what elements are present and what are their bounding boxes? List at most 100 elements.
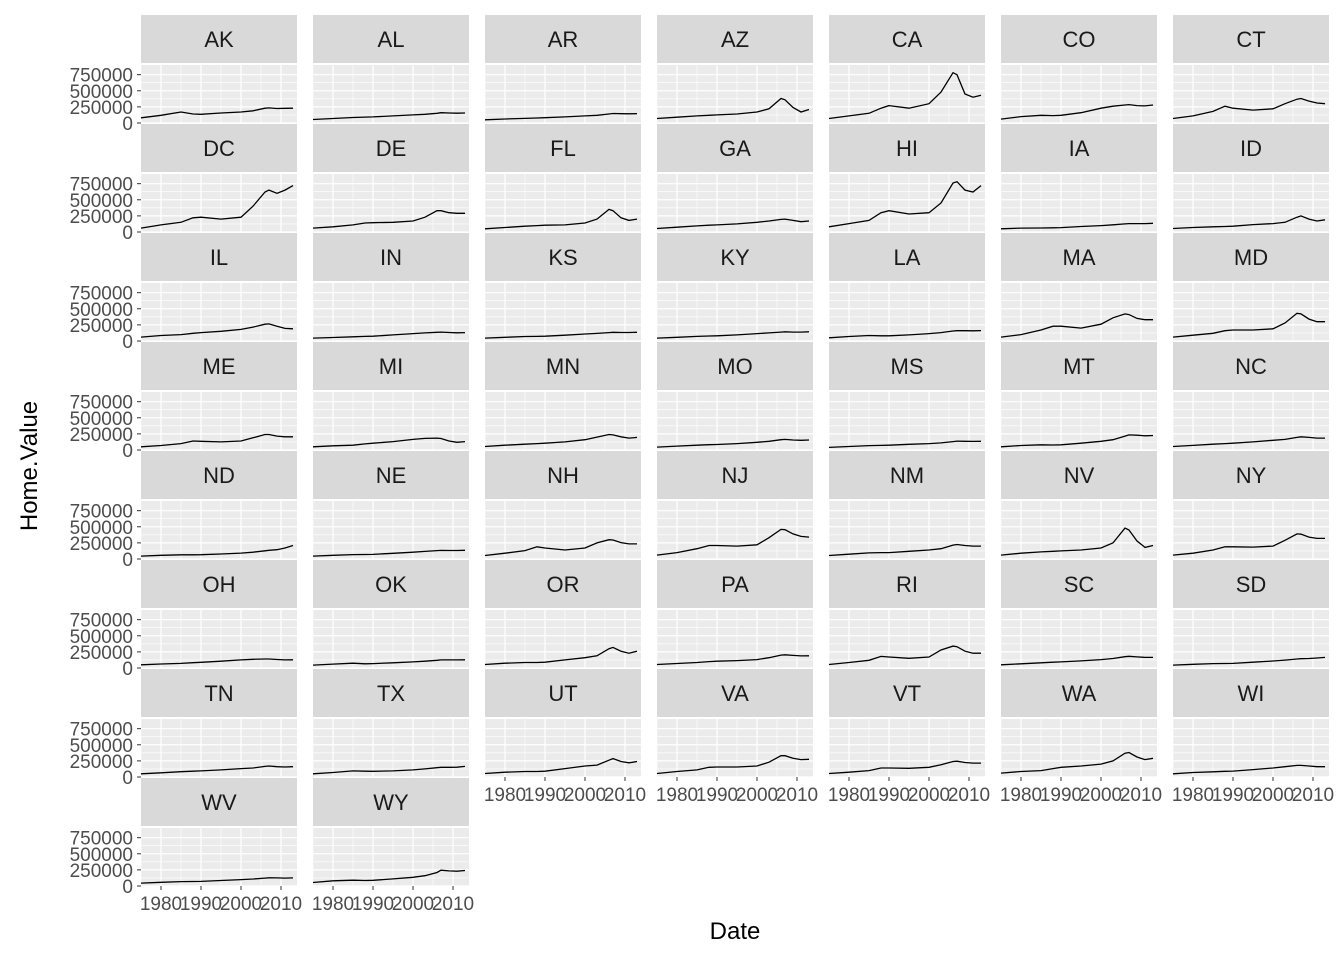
series-line-md xyxy=(1172,312,1325,338)
facet-strip-label: IL xyxy=(210,245,228,270)
facet-strip xyxy=(1001,342,1157,390)
facet-strip-label: AL xyxy=(378,27,405,52)
y-tick-label: 250000 xyxy=(70,98,133,119)
facet-strip xyxy=(829,342,985,390)
facet-strip xyxy=(485,451,641,499)
facet-strip xyxy=(1173,233,1329,281)
y-tick-label: 500000 xyxy=(70,409,133,430)
series-line-ms xyxy=(828,440,982,449)
facet-strip-label: UT xyxy=(548,681,577,706)
facet-strip xyxy=(1173,560,1329,608)
facet-panel xyxy=(829,65,985,123)
y-tick-label: 750000 xyxy=(70,393,133,414)
y-tick-label: 250000 xyxy=(70,207,133,228)
facet-strip xyxy=(313,233,469,281)
facet-strip-label: KS xyxy=(548,245,577,270)
facet-strip-label: GA xyxy=(719,136,751,161)
facet-strip xyxy=(657,124,813,172)
facet-strip-label: FL xyxy=(550,136,576,161)
series-line-wv xyxy=(140,877,294,884)
series-line-fl xyxy=(484,208,638,230)
facet-strip xyxy=(657,560,813,608)
facet-strip-label: NC xyxy=(1235,354,1267,379)
y-tick-label: 500000 xyxy=(70,627,133,648)
y-tick-label: 750000 xyxy=(70,611,133,632)
series-line-il xyxy=(140,323,294,338)
series-line-ks xyxy=(484,331,638,339)
series-line-ak xyxy=(140,107,294,119)
facet-strip-label: VT xyxy=(893,681,921,706)
series-line-nc xyxy=(1172,436,1325,448)
x-tick-label: 1990 xyxy=(180,894,222,915)
facet-strip-label: NH xyxy=(547,463,579,488)
facet-panel xyxy=(313,719,469,777)
facet-strip xyxy=(1173,124,1329,172)
series-line-ar xyxy=(484,112,638,121)
y-tick-label: 250000 xyxy=(70,316,133,337)
y-tick-label: 750000 xyxy=(70,284,133,305)
y-tick-label: 500000 xyxy=(70,736,133,757)
series-line-ne xyxy=(312,549,466,557)
series-line-in xyxy=(312,331,466,339)
facet-panel xyxy=(485,392,641,450)
facet-strip-label: MD xyxy=(1234,245,1268,270)
x-tick-label: 1980 xyxy=(312,894,354,915)
facet-strip xyxy=(1001,233,1157,281)
facet-panel xyxy=(485,174,641,232)
facet-strip-label: WY xyxy=(373,790,409,815)
series-line-tx xyxy=(312,765,466,775)
x-tick-label: 1990 xyxy=(868,785,910,806)
y-tick-label: 0 xyxy=(122,332,133,353)
facet-strip-label: VA xyxy=(721,681,749,706)
y-tick-label: 500000 xyxy=(70,82,133,103)
series-line-hi xyxy=(828,180,982,228)
facet-panel xyxy=(313,174,469,232)
facet-strip xyxy=(313,451,469,499)
facet-strip-label: IA xyxy=(1069,136,1090,161)
facet-strip-label: NJ xyxy=(722,463,749,488)
facet-strip xyxy=(1173,15,1329,63)
facet-strip xyxy=(141,124,297,172)
facet-panel xyxy=(485,65,641,123)
facet-strip xyxy=(657,342,813,390)
y-tick-label: 250000 xyxy=(70,425,133,446)
x-tick-label: 1980 xyxy=(1172,785,1214,806)
x-tick-label: 2010 xyxy=(948,785,990,806)
facet-strip xyxy=(313,669,469,717)
x-tick-label: 2000 xyxy=(1252,785,1294,806)
x-tick-label: 2000 xyxy=(392,894,434,915)
facet-strip xyxy=(657,15,813,63)
y-tick-label: 0 xyxy=(122,659,133,680)
y-tick-label: 750000 xyxy=(70,502,133,523)
y-tick-label: 750000 xyxy=(70,66,133,87)
x-tick-label: 2010 xyxy=(260,894,302,915)
facet-strip-label: SC xyxy=(1064,572,1095,597)
facet-panel xyxy=(657,501,813,559)
facet-strip-label: MS xyxy=(891,354,924,379)
x-tick-label: 2010 xyxy=(1120,785,1162,806)
series-line-tn xyxy=(140,765,294,775)
facet-panel xyxy=(1173,174,1329,232)
y-tick-label: 250000 xyxy=(70,861,133,882)
series-line-ga xyxy=(656,218,810,230)
facet-strip-label: TN xyxy=(204,681,233,706)
y-tick-label: 750000 xyxy=(70,175,133,196)
facet-panel xyxy=(1001,610,1157,668)
series-line-ma xyxy=(1000,313,1153,338)
facet-strip-label: IN xyxy=(380,245,402,270)
facet-strip xyxy=(313,15,469,63)
facet-strip xyxy=(141,778,297,826)
x-tick-label: 2000 xyxy=(1080,785,1122,806)
y-tick-label: 750000 xyxy=(70,829,133,850)
series-line-mi xyxy=(312,437,466,448)
series-line-ok xyxy=(312,659,466,666)
facet-panel xyxy=(1173,719,1329,777)
y-tick-label: 250000 xyxy=(70,534,133,555)
facet-strip xyxy=(313,124,469,172)
facet-strip-label: MO xyxy=(717,354,752,379)
x-tick-label: 1980 xyxy=(140,894,182,915)
facet-strip-label: KY xyxy=(720,245,750,270)
y-tick-label: 0 xyxy=(122,223,133,244)
y-tick-label: 500000 xyxy=(70,191,133,212)
facet-panel xyxy=(1173,610,1329,668)
